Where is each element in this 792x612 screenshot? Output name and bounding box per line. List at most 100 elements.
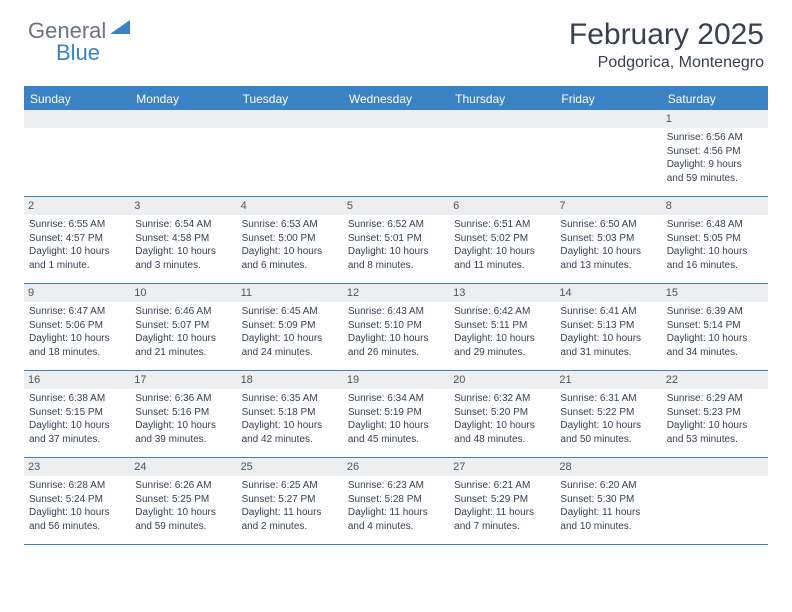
day-d2: and 13 minutes. xyxy=(558,259,658,273)
day-sunrise: Sunrise: 6:55 AM xyxy=(27,218,127,232)
day-cell: 18Sunrise: 6:35 AMSunset: 5:18 PMDayligh… xyxy=(237,371,343,457)
day-number xyxy=(449,110,555,128)
location: Podgorica, Montenegro xyxy=(569,54,764,72)
day-d2: and 26 minutes. xyxy=(346,346,446,360)
day-cell: 7Sunrise: 6:50 AMSunset: 5:03 PMDaylight… xyxy=(555,197,661,283)
day-sunrise: Sunrise: 6:45 AM xyxy=(240,305,340,319)
day-sunrise: Sunrise: 6:26 AM xyxy=(133,479,233,493)
day-sunrise: Sunrise: 6:42 AM xyxy=(452,305,552,319)
day-d1: Daylight: 10 hours xyxy=(27,332,127,346)
day-sunset: Sunset: 5:02 PM xyxy=(452,232,552,246)
day-cell: 24Sunrise: 6:26 AMSunset: 5:25 PMDayligh… xyxy=(130,458,236,544)
day-d2: and 50 minutes. xyxy=(558,433,658,447)
day-sunset: Sunset: 5:29 PM xyxy=(452,493,552,507)
day-sunset: Sunset: 5:30 PM xyxy=(558,493,658,507)
weekday-row: SundayMondayTuesdayWednesdayThursdayFrid… xyxy=(24,88,768,110)
day-number: 25 xyxy=(237,458,343,476)
day-sunrise: Sunrise: 6:43 AM xyxy=(346,305,446,319)
weekday-cell: Sunday xyxy=(24,88,130,110)
day-sunrise: Sunrise: 6:56 AM xyxy=(665,131,765,145)
day-sunset: Sunset: 5:13 PM xyxy=(558,319,658,333)
day-sunset: Sunset: 5:14 PM xyxy=(665,319,765,333)
day-sunrise: Sunrise: 6:28 AM xyxy=(27,479,127,493)
day-cell xyxy=(237,110,343,196)
day-sunset: Sunset: 5:01 PM xyxy=(346,232,446,246)
calendar: SundayMondayTuesdayWednesdayThursdayFrid… xyxy=(24,86,768,545)
day-sunset: Sunset: 5:20 PM xyxy=(452,406,552,420)
logo-text-blue: Blue xyxy=(56,40,100,66)
day-sunrise: Sunrise: 6:38 AM xyxy=(27,392,127,406)
day-cell: 10Sunrise: 6:46 AMSunset: 5:07 PMDayligh… xyxy=(130,284,236,370)
day-d2: and 31 minutes. xyxy=(558,346,658,360)
day-d2: and 7 minutes. xyxy=(452,520,552,534)
weekday-cell: Monday xyxy=(130,88,236,110)
day-number: 9 xyxy=(24,284,130,302)
day-cell xyxy=(662,458,768,544)
day-sunrise: Sunrise: 6:41 AM xyxy=(558,305,658,319)
day-number xyxy=(130,110,236,128)
weekday-cell: Tuesday xyxy=(237,88,343,110)
day-d1: Daylight: 10 hours xyxy=(346,245,446,259)
week-row: 16Sunrise: 6:38 AMSunset: 5:15 PMDayligh… xyxy=(24,371,768,458)
day-cell: 28Sunrise: 6:20 AMSunset: 5:30 PMDayligh… xyxy=(555,458,661,544)
day-number: 14 xyxy=(555,284,661,302)
day-number: 21 xyxy=(555,371,661,389)
day-cell: 1Sunrise: 6:56 AMSunset: 4:56 PMDaylight… xyxy=(662,110,768,196)
day-number: 20 xyxy=(449,371,555,389)
title-block: February 2025 Podgorica, Montenegro xyxy=(569,18,764,72)
logo-triangle-icon xyxy=(110,20,134,43)
day-sunset: Sunset: 5:09 PM xyxy=(240,319,340,333)
day-number: 17 xyxy=(130,371,236,389)
weekday-cell: Thursday xyxy=(449,88,555,110)
day-cell: 15Sunrise: 6:39 AMSunset: 5:14 PMDayligh… xyxy=(662,284,768,370)
day-d1: Daylight: 10 hours xyxy=(346,419,446,433)
week-row: 23Sunrise: 6:28 AMSunset: 5:24 PMDayligh… xyxy=(24,458,768,545)
day-d1: Daylight: 10 hours xyxy=(240,245,340,259)
day-d1: Daylight: 9 hours xyxy=(665,158,765,172)
day-d1: Daylight: 10 hours xyxy=(665,419,765,433)
day-sunset: Sunset: 5:24 PM xyxy=(27,493,127,507)
day-d2: and 6 minutes. xyxy=(240,259,340,273)
day-sunset: Sunset: 5:00 PM xyxy=(240,232,340,246)
day-sunrise: Sunrise: 6:23 AM xyxy=(346,479,446,493)
day-sunset: Sunset: 4:58 PM xyxy=(133,232,233,246)
day-d2: and 4 minutes. xyxy=(346,520,446,534)
day-cell: 25Sunrise: 6:25 AMSunset: 5:27 PMDayligh… xyxy=(237,458,343,544)
day-number xyxy=(662,458,768,476)
day-d1: Daylight: 10 hours xyxy=(452,245,552,259)
day-sunset: Sunset: 5:28 PM xyxy=(346,493,446,507)
day-sunrise: Sunrise: 6:32 AM xyxy=(452,392,552,406)
day-sunrise: Sunrise: 6:35 AM xyxy=(240,392,340,406)
day-d2: and 18 minutes. xyxy=(27,346,127,360)
day-number xyxy=(343,110,449,128)
day-cell: 5Sunrise: 6:52 AMSunset: 5:01 PMDaylight… xyxy=(343,197,449,283)
day-cell: 11Sunrise: 6:45 AMSunset: 5:09 PMDayligh… xyxy=(237,284,343,370)
day-sunset: Sunset: 5:06 PM xyxy=(27,319,127,333)
day-sunrise: Sunrise: 6:51 AM xyxy=(452,218,552,232)
day-sunset: Sunset: 5:05 PM xyxy=(665,232,765,246)
day-d1: Daylight: 10 hours xyxy=(133,332,233,346)
day-cell xyxy=(555,110,661,196)
day-sunrise: Sunrise: 6:21 AM xyxy=(452,479,552,493)
day-number: 6 xyxy=(449,197,555,215)
day-cell: 2Sunrise: 6:55 AMSunset: 4:57 PMDaylight… xyxy=(24,197,130,283)
day-d2: and 37 minutes. xyxy=(27,433,127,447)
day-d2: and 11 minutes. xyxy=(452,259,552,273)
day-d2: and 34 minutes. xyxy=(665,346,765,360)
day-sunrise: Sunrise: 6:53 AM xyxy=(240,218,340,232)
day-d2: and 39 minutes. xyxy=(133,433,233,447)
day-d2: and 16 minutes. xyxy=(665,259,765,273)
week-row: 2Sunrise: 6:55 AMSunset: 4:57 PMDaylight… xyxy=(24,197,768,284)
day-sunrise: Sunrise: 6:47 AM xyxy=(27,305,127,319)
day-d1: Daylight: 10 hours xyxy=(452,419,552,433)
day-number: 22 xyxy=(662,371,768,389)
day-sunrise: Sunrise: 6:34 AM xyxy=(346,392,446,406)
day-d2: and 48 minutes. xyxy=(452,433,552,447)
day-d1: Daylight: 10 hours xyxy=(133,245,233,259)
day-number: 19 xyxy=(343,371,449,389)
day-cell: 12Sunrise: 6:43 AMSunset: 5:10 PMDayligh… xyxy=(343,284,449,370)
day-d1: Daylight: 10 hours xyxy=(665,332,765,346)
day-number: 2 xyxy=(24,197,130,215)
day-cell: 23Sunrise: 6:28 AMSunset: 5:24 PMDayligh… xyxy=(24,458,130,544)
day-sunrise: Sunrise: 6:20 AM xyxy=(558,479,658,493)
